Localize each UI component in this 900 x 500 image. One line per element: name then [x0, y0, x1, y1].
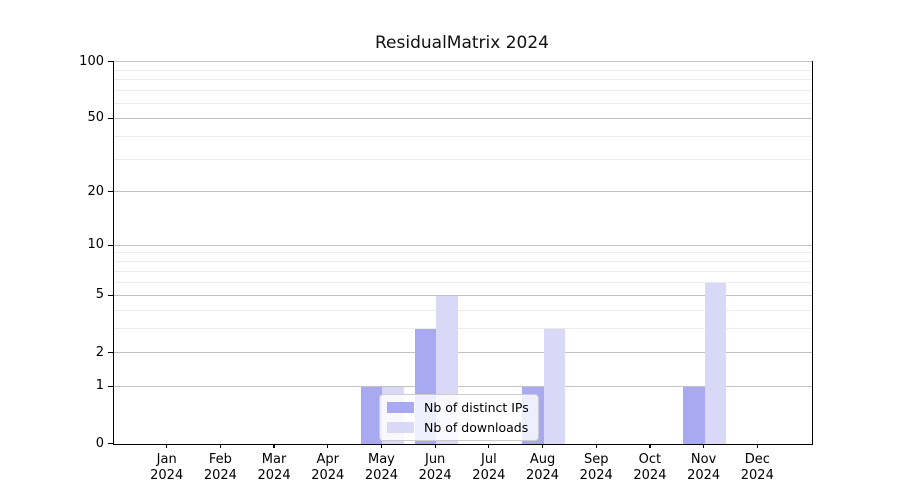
- legend: Nb of distinct IPs Nb of downloads: [379, 394, 539, 441]
- y-tick-mark: [108, 294, 113, 296]
- y-tick-label: 0: [95, 435, 104, 451]
- gridline-minor: [114, 79, 812, 81]
- bar-distinct-ips: [360, 386, 383, 444]
- legend-swatch-distinct-ips: [387, 402, 414, 413]
- y-tick-mark: [108, 443, 113, 445]
- x-tick-mark: [595, 444, 597, 449]
- x-tick-label: Jul 2024: [472, 452, 506, 483]
- x-tick-label: Apr 2024: [311, 452, 345, 483]
- x-tick-mark: [649, 444, 651, 449]
- gridline-minor: [114, 270, 812, 272]
- legend-item-downloads: Nb of downloads: [387, 420, 529, 435]
- y-tick-label: 50: [87, 110, 104, 126]
- x-tick-label: Jun 2024: [418, 452, 452, 483]
- y-tick-label: 10: [87, 237, 104, 253]
- x-tick-mark: [541, 444, 544, 449]
- x-tick-mark: [219, 444, 221, 449]
- y-tick-label: 1: [95, 378, 104, 394]
- bar-downloads: [543, 329, 566, 444]
- legend-swatch-downloads: [387, 422, 414, 433]
- gridline-major: [114, 352, 812, 354]
- x-tick-label: Mar 2024: [257, 452, 291, 483]
- y-tick-mark: [108, 385, 113, 387]
- gridline-major: [114, 385, 812, 387]
- x-tick-label: Aug 2024: [525, 452, 560, 483]
- legend-label-distinct-ips: Nb of distinct IPs: [424, 400, 529, 415]
- x-tick-label: Nov 2024: [687, 452, 721, 483]
- x-tick-mark: [756, 444, 758, 449]
- x-tick-mark: [380, 444, 383, 449]
- y-tick-mark: [108, 61, 113, 63]
- y-tick-mark: [108, 191, 113, 193]
- gridline-minor: [114, 158, 812, 160]
- x-tick-mark: [434, 444, 436, 449]
- y-tick-label: 20: [87, 183, 104, 199]
- legend-item-distinct-ips: Nb of distinct IPs: [387, 400, 529, 415]
- gridline-minor: [114, 261, 812, 263]
- gridline-major: [114, 191, 812, 193]
- y-tick-label: 100: [79, 53, 104, 69]
- gridline-minor: [114, 69, 812, 71]
- gridline-major: [114, 244, 812, 246]
- gridline-major: [114, 117, 812, 119]
- y-tick-mark: [108, 244, 113, 246]
- gridline-major: [114, 61, 812, 62]
- gridline-minor: [114, 281, 812, 283]
- x-tick-mark: [273, 444, 275, 449]
- y-tick-label: 5: [95, 287, 104, 303]
- bar-downloads: [704, 282, 727, 444]
- x-tick-label: Jan 2024: [150, 452, 184, 483]
- y-tick-mark: [108, 352, 113, 354]
- x-tick-mark: [166, 444, 168, 449]
- x-tick-label: Feb 2024: [203, 452, 237, 483]
- y-tick-mark: [108, 117, 113, 119]
- x-tick-mark: [488, 444, 490, 449]
- gridline-minor: [114, 309, 812, 311]
- plot-area: Nb of distinct IPs Nb of downloads: [113, 61, 813, 445]
- x-tick-mark: [327, 444, 329, 449]
- legend-label-downloads: Nb of downloads: [424, 420, 529, 435]
- gridline-minor: [114, 328, 812, 330]
- chart-title: ResidualMatrix 2024: [375, 33, 549, 53]
- bar-distinct-ips: [683, 386, 705, 444]
- x-tick-mark: [703, 444, 705, 449]
- x-tick-label: May 2024: [364, 452, 398, 483]
- gridline-minor: [114, 135, 812, 137]
- gridline-minor: [114, 102, 812, 104]
- x-tick-label: Oct 2024: [633, 452, 667, 483]
- gridline-minor: [114, 252, 812, 254]
- x-tick-label: Sep 2024: [579, 452, 613, 483]
- gridline-major: [114, 294, 812, 296]
- y-tick-label: 2: [95, 344, 104, 360]
- gridline-minor: [114, 90, 812, 92]
- x-tick-label: Dec 2024: [740, 452, 774, 483]
